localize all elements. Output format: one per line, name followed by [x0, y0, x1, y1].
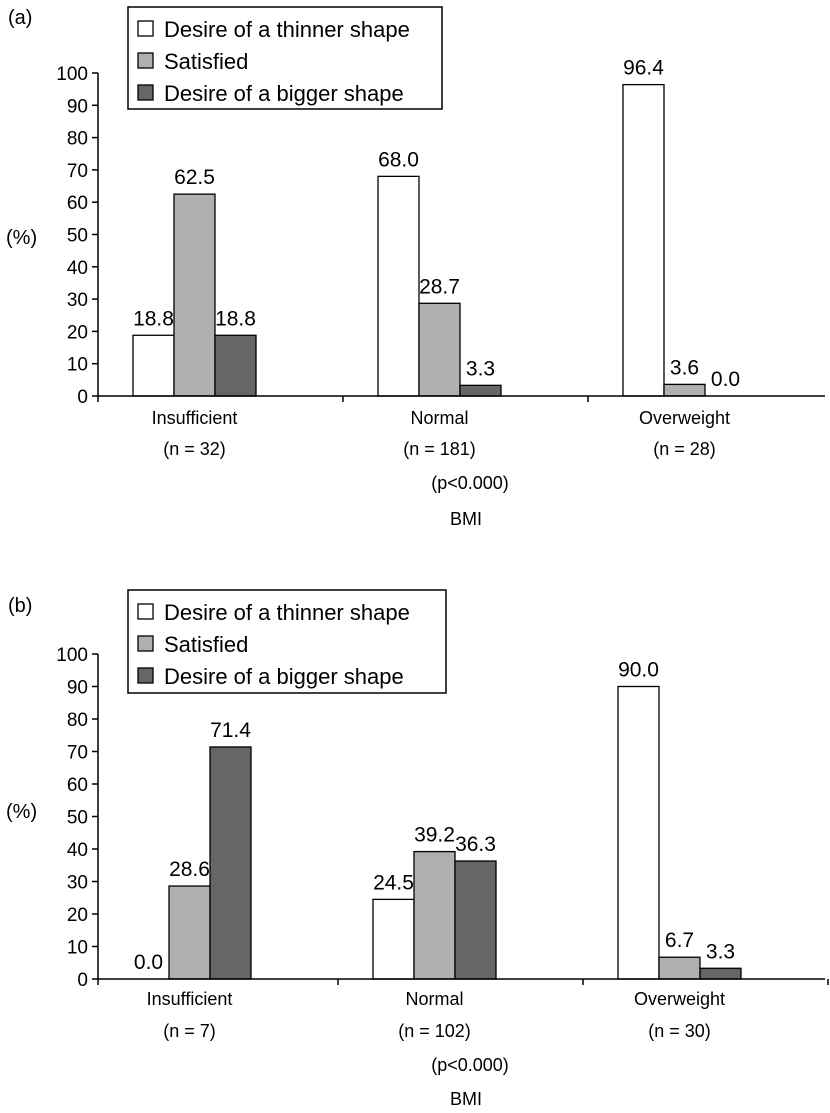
legend-entry: Desire of a bigger shape [164, 664, 404, 689]
y-tick-label: 10 [67, 938, 88, 959]
bar-satisfied-insufficient [173, 193, 216, 397]
data-label: 3.3 [466, 357, 495, 380]
x-category-n: (n = 181) [403, 439, 476, 459]
legend: Desire of a thinner shape Satisfied Desire… [127, 6, 443, 110]
y-tick-label: 50 [67, 808, 88, 829]
legend-box [127, 589, 447, 694]
legend-entry: Satisfied [164, 49, 248, 74]
legend-swatch [137, 667, 154, 684]
x-category-n: (n = 7) [163, 1021, 216, 1041]
y-tick-label: 100 [56, 64, 88, 85]
chart-panel-b: (b) (%) 0 10 20 30 40 50 60 70 80 90 100 0.0 24.5 90.0 7… [6, 589, 829, 1109]
data-label: 18.8 [215, 307, 256, 330]
data-label: 90.0 [618, 659, 659, 682]
data-label: 28.6 [169, 858, 210, 881]
data-label: 3.6 [670, 356, 699, 379]
legend-entry: Satisfied [164, 632, 248, 657]
chart-panel-a: (a) (%) 0 10 20 30 40 50 60 70 80 90 100 18.8 68.0 96.4… [6, 6, 825, 529]
data-label: 28.7 [419, 275, 460, 298]
data-label: 6.7 [665, 929, 694, 952]
x-category-n: (n = 30) [648, 1021, 711, 1041]
y-tick-label: 80 [67, 129, 88, 150]
data-label: 96.4 [623, 57, 664, 80]
y-tick-label: 100 [56, 645, 88, 666]
p-value-annotation: (p<0.000) [431, 473, 509, 493]
legend-entry: Desire of a thinner shape [164, 17, 410, 42]
legend-entry: Desire of a bigger shape [164, 81, 404, 106]
bar-satisfied-normal [418, 302, 461, 397]
legend: Desire of a thinner shape Satisfied Desire… [127, 589, 447, 694]
y-tick-label: 80 [67, 710, 88, 731]
y-tick-label: 60 [67, 193, 88, 214]
data-label: 36.3 [455, 833, 496, 856]
data-label: 39.2 [414, 824, 455, 847]
data-label: 18.8 [133, 307, 174, 330]
legend-entry: Desire of a thinner shape [164, 600, 410, 625]
bar-satisfied-insufficient [168, 885, 211, 980]
data-label: 0.0 [711, 368, 740, 391]
y-tick-label: 20 [67, 905, 88, 926]
x-category-label: Normal [405, 989, 463, 1009]
x-category-n: (n = 32) [163, 439, 226, 459]
y-tick-label: 90 [67, 96, 88, 117]
legend-swatch [137, 52, 154, 69]
y-tick-label: 60 [67, 775, 88, 796]
legend-swatch [137, 20, 154, 37]
data-label: 71.4 [210, 719, 251, 742]
bar-desire-of-a-thinner-shape-overweight [617, 685, 660, 980]
y-tick-label: 50 [67, 226, 88, 247]
y-tick-label: 20 [67, 322, 88, 343]
panel-label: (a) [8, 7, 32, 29]
bar-desire-of-a-bigger-shape-overweight [699, 967, 742, 980]
legend-box [127, 6, 443, 110]
data-label: 0.0 [134, 951, 163, 974]
legend-swatch [137, 603, 154, 620]
y-axis-label: (%) [6, 801, 37, 823]
y-tick-label: 10 [67, 355, 88, 376]
y-tick-label: 40 [67, 840, 88, 861]
x-axis-label: BMI [450, 509, 482, 529]
y-tick-label: 0 [77, 387, 88, 408]
x-axis-label: BMI [450, 1089, 482, 1109]
x-category-n: (n = 102) [398, 1021, 471, 1041]
x-category-label: Insufficient [147, 989, 233, 1009]
data-label: 3.3 [706, 940, 735, 963]
data-label: 62.5 [174, 166, 215, 189]
bar-satisfied-overweight [663, 383, 706, 397]
bar-desire-of-a-thinner-shape-overweight [622, 83, 665, 397]
x-category-label: Overweight [639, 408, 730, 428]
bar-desire-of-a-thinner-shape-normal [377, 175, 420, 397]
y-tick-label: 30 [67, 290, 88, 311]
bar-desire-of-a-bigger-shape-insufficient [214, 334, 257, 397]
y-tick-label: 70 [67, 161, 88, 182]
data-label: 24.5 [373, 871, 414, 894]
y-tick-label: 70 [67, 743, 88, 764]
y-tick-label: 30 [67, 873, 88, 894]
y-tick-label: 0 [77, 970, 88, 991]
y-tick-label: 40 [67, 258, 88, 279]
y-tick-label: 90 [67, 678, 88, 699]
x-category-n: (n = 28) [653, 439, 716, 459]
bar-desire-of-a-bigger-shape-normal [459, 384, 502, 397]
bar-satisfied-normal [413, 850, 456, 980]
x-category-label: Overweight [634, 989, 725, 1009]
bar-desire-of-a-bigger-shape-insufficient [209, 746, 252, 980]
x-category-label: Normal [410, 408, 468, 428]
x-category-label: Insufficient [152, 408, 238, 428]
data-label: 68.0 [378, 148, 419, 171]
panel-label: (b) [8, 595, 32, 617]
bar-desire-of-a-bigger-shape-normal [454, 860, 497, 980]
legend-swatch [137, 84, 154, 101]
bar-desire-of-a-thinner-shape-normal [372, 898, 415, 980]
p-value-annotation: (p<0.000) [431, 1055, 509, 1075]
y-axis-label: (%) [6, 227, 37, 249]
bar-desire-of-a-thinner-shape-insufficient [132, 334, 175, 397]
legend-swatch [137, 635, 154, 652]
bar-satisfied-overweight [658, 956, 701, 980]
